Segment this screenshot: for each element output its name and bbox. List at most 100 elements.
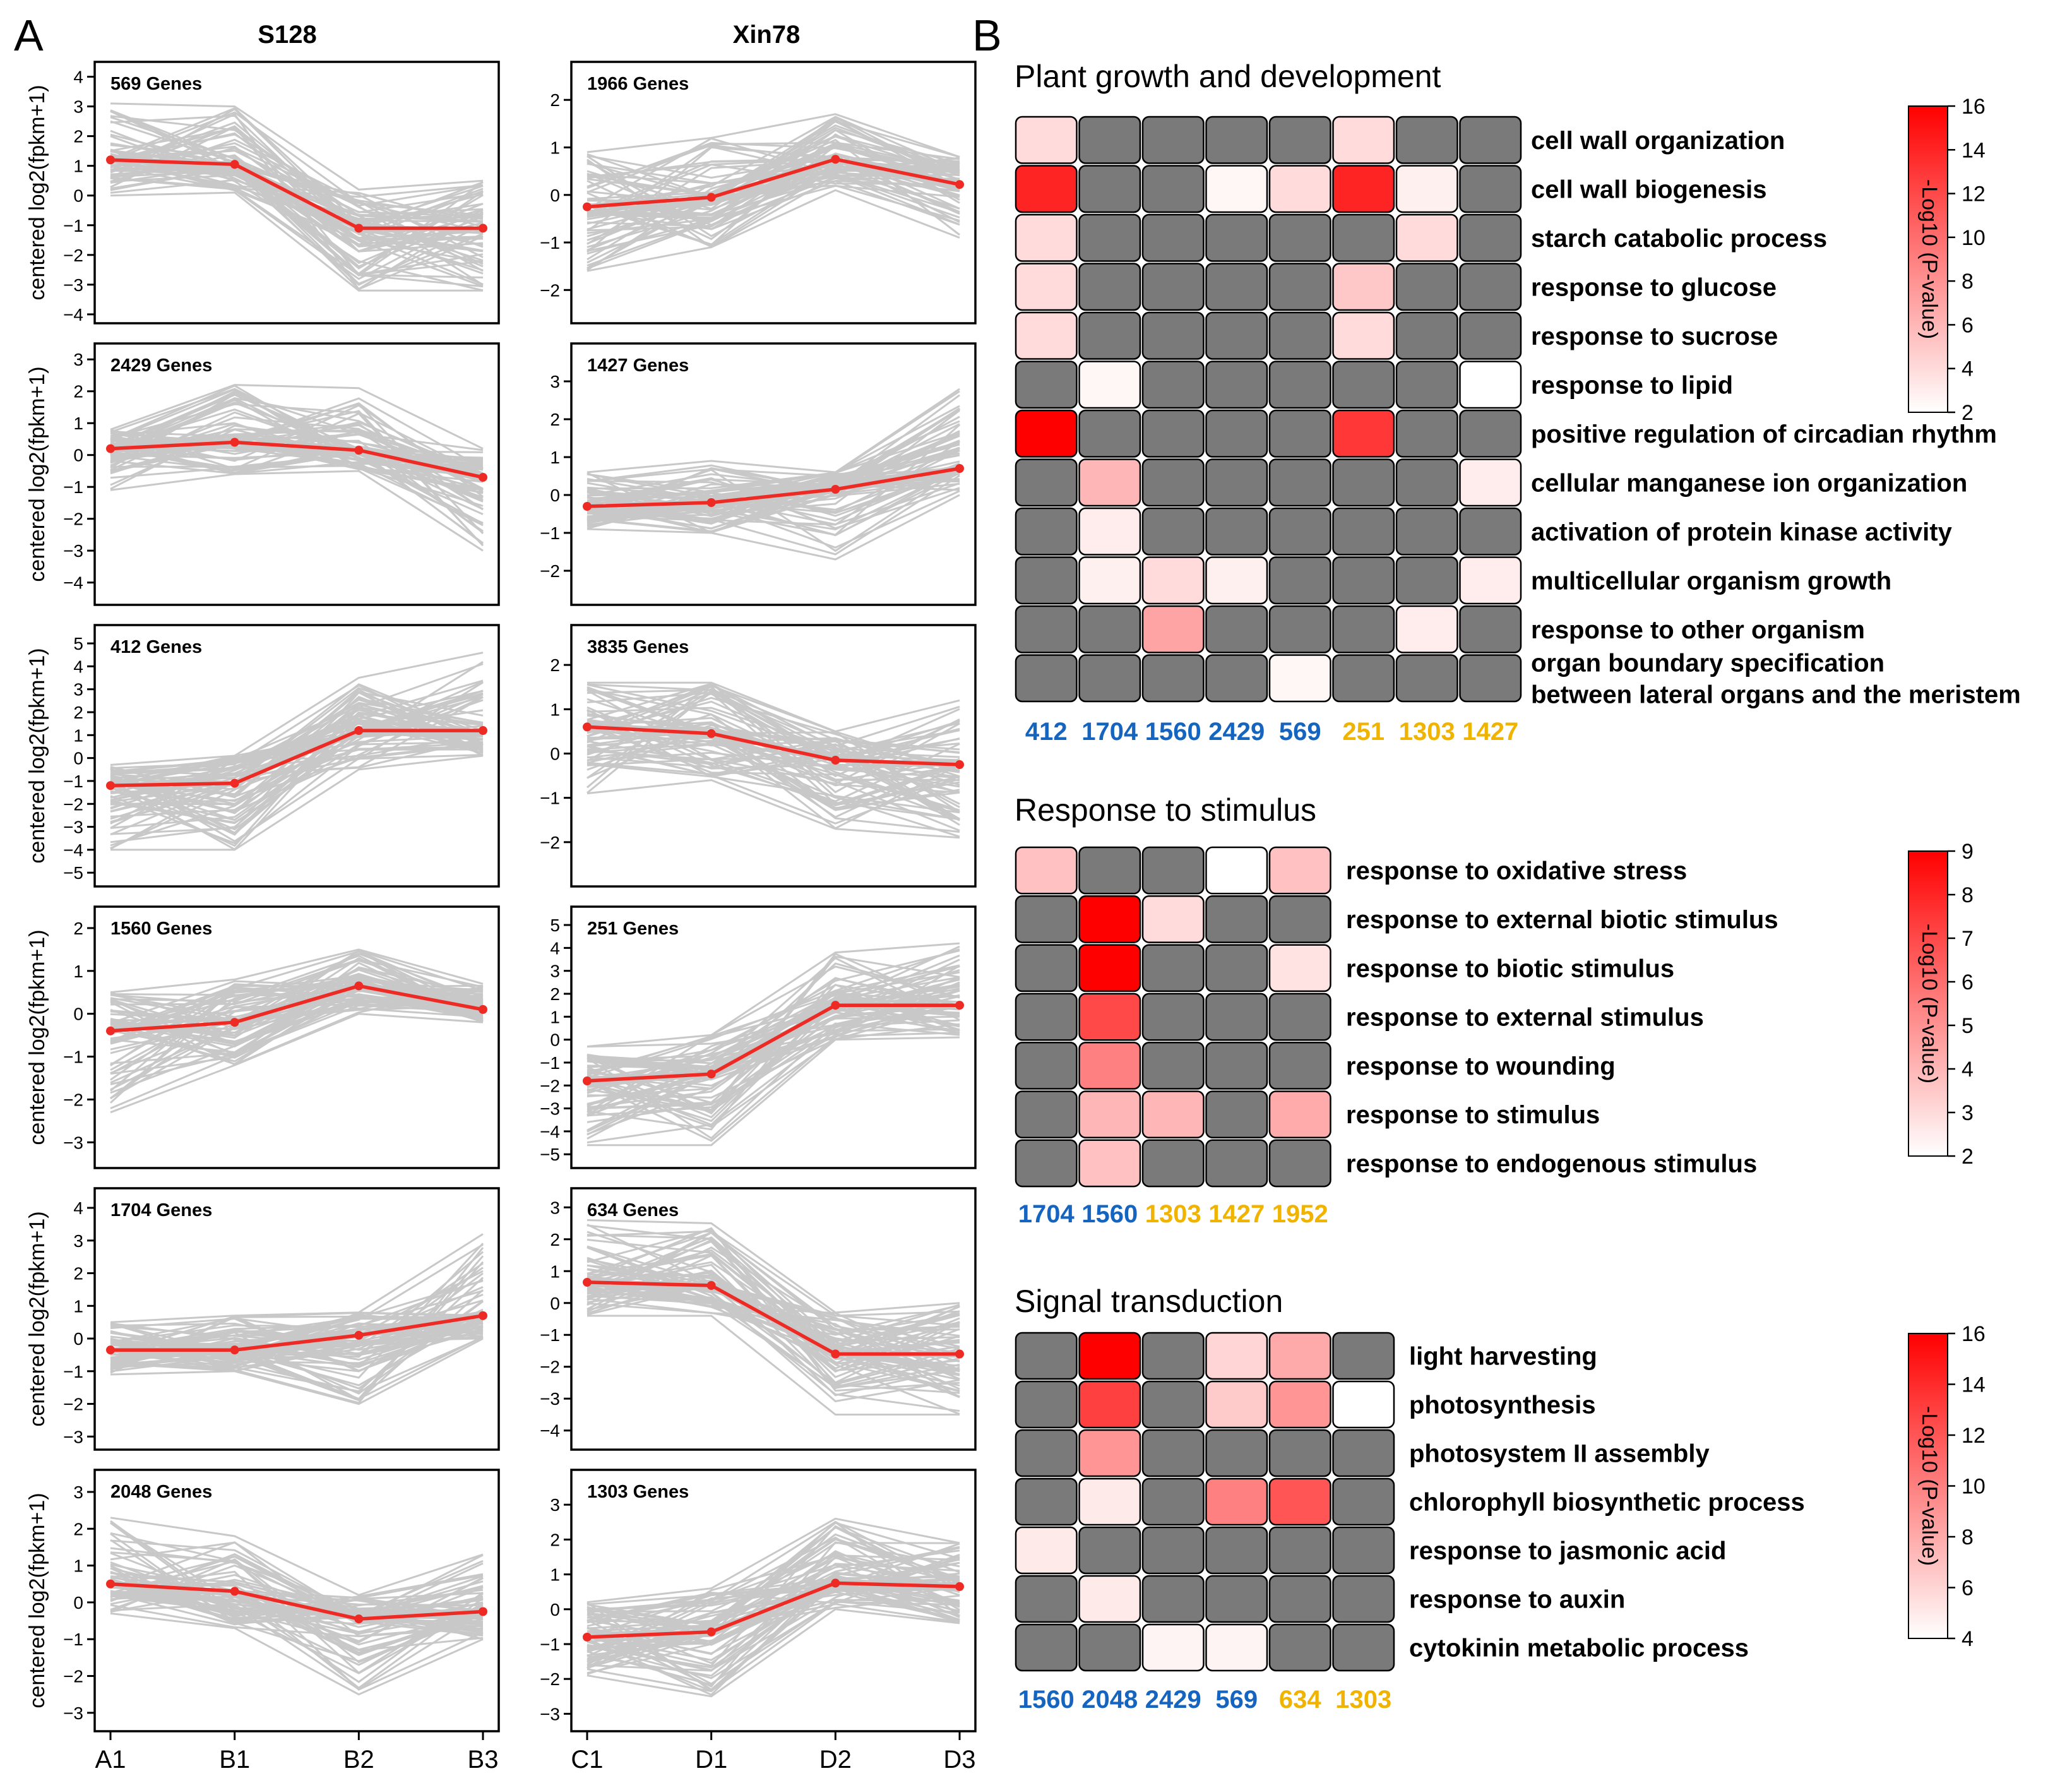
mean-line xyxy=(586,725,960,766)
column-label: 1427 xyxy=(1208,1200,1265,1228)
gene-trajectories xyxy=(109,948,484,1114)
heatmap-cell xyxy=(1332,116,1395,164)
panel-label-b: B xyxy=(972,11,1002,60)
plot-frame xyxy=(93,905,500,1169)
row-label: cell wall biogenesis xyxy=(1531,176,1766,203)
column-label: 2429 xyxy=(1145,1686,1201,1714)
y-tick-label: 0 xyxy=(550,744,560,763)
y-tick-label: 1 xyxy=(550,1007,560,1027)
heatmap-cell xyxy=(1332,263,1395,311)
gene-line xyxy=(110,974,484,1022)
colorbar-tick-label: 16 xyxy=(1962,95,1986,119)
heatmap-cell xyxy=(1268,654,1331,703)
colorbar-tick-label: 14 xyxy=(1962,138,1986,162)
gene-line xyxy=(586,470,960,519)
mean-point xyxy=(230,1345,239,1355)
heatmap-cell xyxy=(1268,507,1331,556)
line-chart-s128-row2: 2429 Genes −4 −3 −2 −1 0 1 2 3 centered log2(fpkm… xyxy=(25,342,500,606)
gene-line xyxy=(586,1003,960,1123)
heatmap-cell xyxy=(1205,895,1268,943)
gene-trajectories xyxy=(110,652,484,851)
gene-line xyxy=(110,742,484,787)
gene-line xyxy=(586,1603,960,1630)
heatmap-cell xyxy=(1141,311,1205,360)
heatmap-cell xyxy=(1332,1429,1395,1477)
heatmap-cell xyxy=(1078,1090,1141,1139)
gene-line xyxy=(586,763,960,814)
plot-frame xyxy=(570,1469,977,1732)
plot-frame xyxy=(570,1187,977,1451)
gene-line xyxy=(586,1553,960,1671)
y-tick-label: 2 xyxy=(73,382,83,402)
y-tick-label: −3 xyxy=(63,818,83,837)
gene-line xyxy=(110,1612,484,1696)
y-tick-label: −2 xyxy=(63,510,83,529)
heatmap-cell xyxy=(1459,556,1522,605)
gene-line xyxy=(110,441,484,474)
y-tick-label: 2 xyxy=(73,127,83,146)
gene-line xyxy=(586,1600,960,1685)
mean-point xyxy=(583,722,592,732)
column-label: 1704 xyxy=(1081,718,1138,746)
heatmap-cell xyxy=(1268,1429,1331,1477)
colorbar-tick-label: 2 xyxy=(1962,1145,1974,1169)
y-tick-label: −3 xyxy=(540,1704,560,1724)
heatmap-cell xyxy=(1332,213,1395,262)
gene-line xyxy=(586,184,960,245)
gene-line xyxy=(110,109,484,240)
y-tick-label: 1 xyxy=(550,138,560,157)
gene-line xyxy=(110,691,484,849)
colorbar-tick-label: 12 xyxy=(1962,1424,1986,1448)
row-label: cytokinin metabolic process xyxy=(1409,1635,1749,1662)
gene-trajectories xyxy=(586,942,960,1147)
plot-frame xyxy=(93,61,500,325)
heatmap-cell xyxy=(1015,993,1078,1041)
heatmap-cell xyxy=(1141,1526,1205,1575)
mean-point xyxy=(831,1001,840,1010)
heatmap-cell xyxy=(1459,458,1522,507)
colorbar-tick-label: 10 xyxy=(1962,1475,1986,1499)
y-tick-label: −4 xyxy=(540,1421,560,1441)
mean-point xyxy=(955,1582,964,1591)
mean-point xyxy=(583,1076,592,1085)
column-label: 1303 xyxy=(1335,1686,1391,1714)
gene-line xyxy=(586,1230,960,1317)
y-tick-label: 2 xyxy=(73,1264,83,1284)
heatmap-cell xyxy=(1332,165,1395,213)
gene-line xyxy=(586,977,960,1131)
mean-point xyxy=(230,1587,239,1596)
heatmap-cell xyxy=(1205,458,1268,507)
heatmap-cell xyxy=(1015,1623,1078,1672)
y-tick-label: −5 xyxy=(540,1145,560,1164)
y-tick-label: −2 xyxy=(63,1090,83,1109)
column-label: 251 xyxy=(1342,718,1384,746)
gene-line xyxy=(110,1013,484,1114)
mean-line xyxy=(110,158,483,230)
gene-line xyxy=(586,977,960,1117)
mean-point xyxy=(230,160,239,169)
line-chart-s128-row3: 412 Genes −5 −4 −3 −2 −1 0 1 2 3 4 5 centered log2(f… xyxy=(25,624,500,888)
heatmap-cell xyxy=(1459,213,1522,262)
heatmap-cell xyxy=(1205,311,1268,360)
gene-line xyxy=(586,684,960,772)
heatmap-cell xyxy=(1268,263,1331,311)
gene-line xyxy=(110,1590,484,1651)
plot-frame xyxy=(570,61,977,325)
y-tick-label: −2 xyxy=(540,280,560,300)
heatmap-cell xyxy=(1205,1429,1268,1477)
plot-frame xyxy=(570,624,977,888)
column-label: 569 xyxy=(1279,718,1321,746)
row-label: cellular manganese ion organization xyxy=(1531,469,1967,497)
heatmap-cell xyxy=(1395,213,1458,262)
row-label: activation of protein kinase activity xyxy=(1531,518,1953,546)
gene-trajectories xyxy=(110,384,484,552)
y-tick-label: −4 xyxy=(63,305,83,325)
heatmap-cell xyxy=(1078,1332,1141,1380)
y-tick-label: 3 xyxy=(550,1198,560,1217)
heatmap-cell xyxy=(1078,1575,1141,1623)
heatmap-cell xyxy=(1268,1526,1331,1575)
heatmap-cell xyxy=(1015,1332,1078,1380)
gene-line xyxy=(110,160,484,268)
mean-line xyxy=(586,1003,960,1083)
heatmap-cell xyxy=(1141,1380,1205,1429)
